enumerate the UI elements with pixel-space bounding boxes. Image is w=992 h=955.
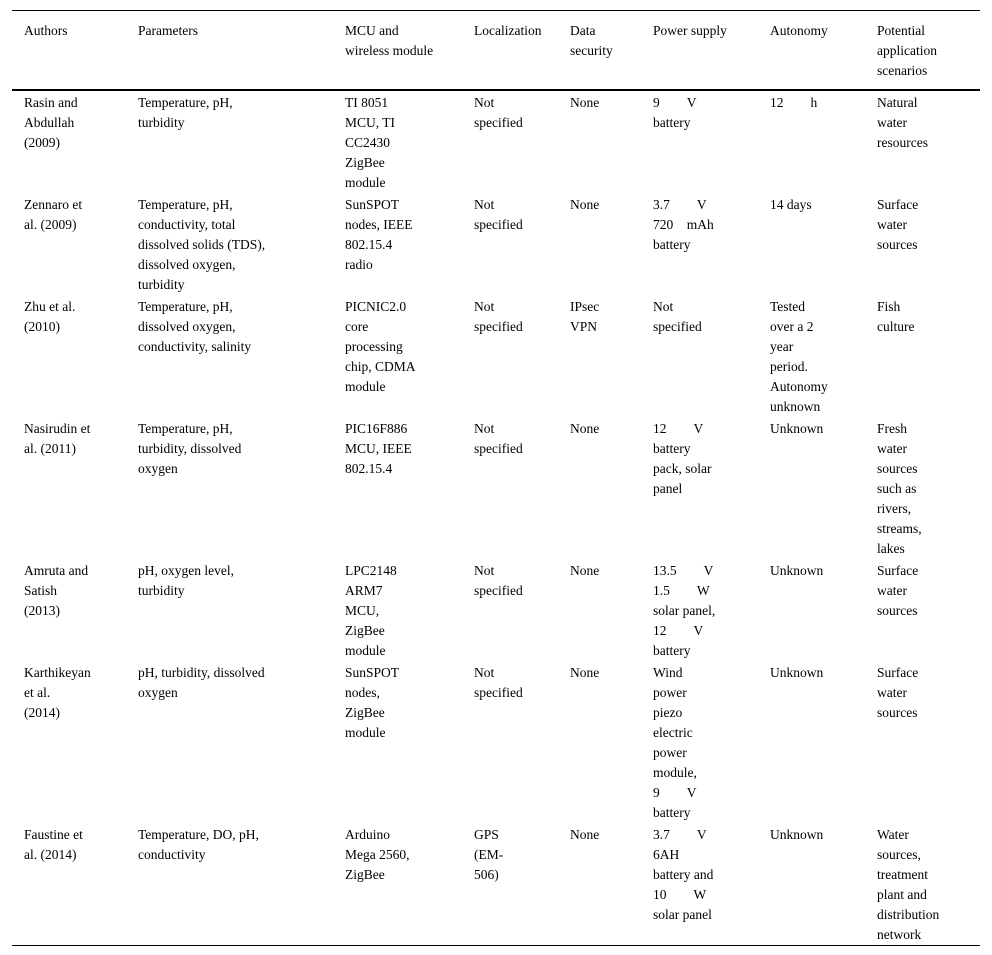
cell-mcu-wireless-module: SunSPOT nodes, ZigBee module (345, 665, 400, 740)
cell-application-scenarios: Surface water sources (877, 665, 919, 720)
cell-mcu-wireless-module: Arduino Mega 2560, ZigBee (345, 827, 410, 882)
cell-parameters: Temperature, pH, conductivity, total dis… (138, 197, 266, 292)
cell-autonomy: Unknown (770, 827, 824, 842)
column-header-data-security: Data security (570, 10, 653, 91)
cell-power-supply: 3.7 V 720 mAh battery (653, 197, 714, 252)
cell-data-security: None (570, 421, 600, 436)
cell-power-supply: 13.5 V 1.5 W solar panel, 12 V battery (653, 563, 716, 658)
cell-mcu-wireless-module: SunSPOT nodes, IEEE 802.15.4 radio (345, 197, 413, 272)
table-row: Zennaro et al. (2009) Temperature, pH, c… (12, 193, 980, 295)
cell-autonomy: Unknown (770, 665, 824, 680)
column-header-autonomy: Autonomy (770, 10, 877, 91)
cell-data-security: None (570, 665, 600, 680)
cell-parameters: Temperature, DO, pH, conductivity (138, 827, 259, 862)
column-header-power-supply: Power supply (653, 10, 770, 91)
column-header-authors: Authors (12, 10, 138, 91)
table-row: Zhu et al. (2010) Temperature, pH, disso… (12, 295, 980, 417)
cell-autonomy: Unknown (770, 421, 824, 436)
column-header-localization: Localization (474, 10, 570, 91)
cell-data-security: IPsec VPN (570, 299, 600, 334)
cell-localization: Not specified (474, 197, 523, 232)
table-row: Karthikeyan et al. (2014) pH, turbidity,… (12, 661, 980, 823)
cell-parameters: Temperature, pH, turbidity (138, 95, 233, 130)
table-row: Amruta and Satish (2013) pH, oxygen leve… (12, 559, 980, 661)
cell-power-supply: Wind power piezo electric power module, … (653, 665, 697, 820)
cell-localization: GPS (EM- 506) (474, 827, 504, 882)
cell-application-scenarios: Fresh water sources such as rivers, stre… (877, 421, 922, 556)
cell-parameters: Temperature, pH, turbidity, dissolved ox… (138, 421, 242, 476)
cell-authors: Zennaro et al. (2009) (24, 197, 83, 232)
table-row: Rasin and Abdullah (2009) Temperature, p… (12, 90, 980, 193)
cell-application-scenarios: Water sources, treatment plant and distr… (877, 827, 940, 942)
cell-localization: Not specified (474, 563, 523, 598)
cell-power-supply: Not specified (653, 299, 702, 334)
cell-application-scenarios: Surface water sources (877, 563, 919, 618)
cell-authors: Rasin and Abdullah (2009) (24, 95, 78, 150)
column-header-mcu-wireless-module: MCU and wireless module (345, 10, 474, 91)
column-header-parameters: Parameters (138, 10, 345, 91)
cell-parameters: pH, oxygen level, turbidity (138, 563, 234, 598)
cell-authors: Nasirudin et al. (2011) (24, 421, 91, 456)
header-row: Authors Parameters MCU and wireless modu… (12, 10, 980, 91)
cell-power-supply: 12 V battery pack, solar panel (653, 421, 712, 496)
cell-parameters: pH, turbidity, dissolved oxygen (138, 665, 265, 700)
cell-authors: Faustine et al. (2014) (24, 827, 83, 862)
cell-application-scenarios: Surface water sources (877, 197, 919, 252)
cell-authors: Zhu et al. (2010) (24, 299, 76, 334)
cell-mcu-wireless-module: LPC2148 ARM7 MCU, ZigBee module (345, 563, 397, 658)
column-header-application-scenarios: Potential application scenarios (877, 10, 980, 91)
cell-autonomy: Unknown (770, 563, 824, 578)
cell-mcu-wireless-module: PIC16F886 MCU, IEEE 802.15.4 (345, 421, 412, 476)
cell-localization: Not specified (474, 665, 523, 700)
table-row: Nasirudin et al. (2011) Temperature, pH,… (12, 417, 980, 559)
cell-application-scenarios: Natural water resources (877, 95, 928, 150)
cell-parameters: Temperature, pH, dissolved oxygen, condu… (138, 299, 252, 354)
cell-application-scenarios: Fish culture (877, 299, 915, 334)
cell-mcu-wireless-module: TI 8051 MCU, TI CC2430 ZigBee module (345, 95, 396, 190)
cell-autonomy: Tested over a 2 year period. Autonomy un… (770, 299, 828, 414)
cell-data-security: None (570, 827, 600, 842)
comparison-table: Authors Parameters MCU and wireless modu… (12, 10, 980, 946)
cell-data-security: None (570, 563, 600, 578)
cell-localization: Not specified (474, 95, 523, 130)
cell-data-security: None (570, 95, 600, 110)
cell-localization: Not specified (474, 421, 523, 456)
cell-authors: Amruta and Satish (2013) (24, 563, 89, 618)
cell-localization: Not specified (474, 299, 523, 334)
cell-mcu-wireless-module: PICNIC2.0 core processing chip, CDMA mod… (345, 299, 416, 394)
cell-autonomy: 14 days (770, 197, 812, 212)
cell-authors: Karthikeyan et al. (2014) (24, 665, 91, 720)
cell-data-security: None (570, 197, 600, 212)
cell-power-supply: 3.7 V 6AH battery and 10 W solar panel (653, 827, 714, 922)
cell-power-supply: 9 V battery (653, 95, 697, 130)
table-row: Faustine et al. (2014) Temperature, DO, … (12, 823, 980, 946)
cell-autonomy: 12 h (770, 95, 818, 110)
